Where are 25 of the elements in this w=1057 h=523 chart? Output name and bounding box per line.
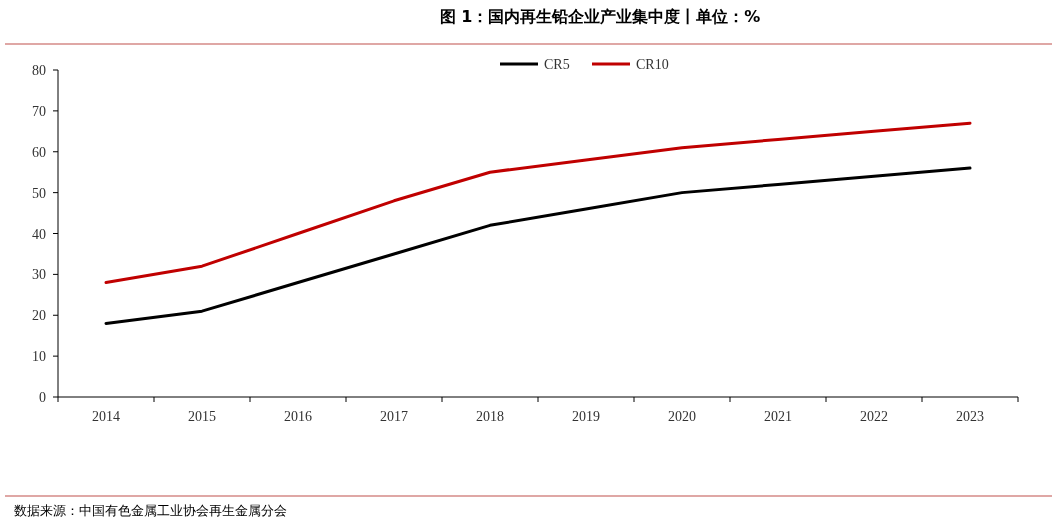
x-tick-label: 2014: [92, 409, 120, 424]
y-tick-label: 50: [32, 185, 46, 201]
y-tick-label: 60: [32, 144, 46, 160]
x-tick-label: 2023: [956, 409, 984, 424]
y-tick-label: 30: [32, 267, 46, 283]
x-tick-label: 2017: [380, 409, 408, 424]
y-tick-label: 20: [32, 308, 46, 324]
x-tick-label: 2016: [284, 409, 312, 424]
line-series: [104, 166, 972, 325]
y-tick-label: 10: [32, 349, 46, 365]
x-tick-label: 2020: [668, 409, 696, 424]
x-tick-label: 2021: [764, 409, 792, 424]
x-tick-label: 2018: [476, 409, 504, 424]
line-series: [104, 121, 972, 285]
y-tick-label: 70: [32, 103, 46, 119]
x-tick-label: 2015: [188, 409, 216, 424]
y-tick-label: 80: [32, 63, 46, 78]
x-tick-label: 2019: [572, 409, 600, 424]
y-tick-label: 40: [32, 226, 46, 242]
y-tick-label: 0: [39, 390, 46, 405]
chart-title: 图 1：国内再生铅企业产业集中度丨单位：%: [439, 7, 761, 26]
legend-label: CR10: [636, 57, 669, 72]
x-tick-label: 2022: [860, 409, 888, 424]
source-note: 数据来源：中国有色金属工业协会再生金属分会: [14, 503, 287, 518]
legend-label: CR5: [544, 57, 570, 72]
